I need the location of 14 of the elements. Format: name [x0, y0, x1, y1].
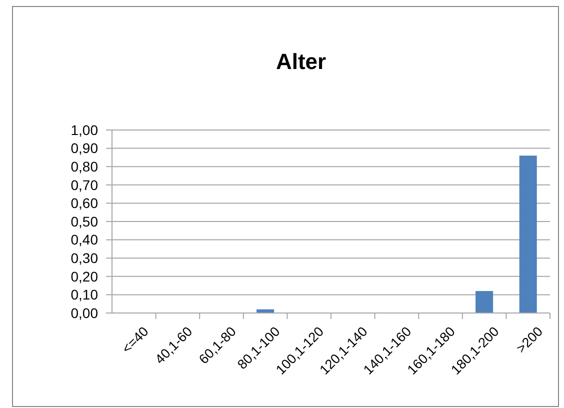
y-tick-label: 0,10	[70, 286, 98, 303]
y-tick-label: 1,00	[70, 122, 98, 138]
y-tick-label: 0,40	[70, 232, 98, 248]
y-tick-label: 0,00	[70, 304, 98, 321]
y-tick-label: 0,50	[70, 213, 98, 230]
y-tick-label: 0,80	[70, 158, 98, 174]
chart-title: Alter	[276, 49, 326, 74]
bar	[519, 156, 537, 313]
y-tick-label: 0,70	[70, 176, 98, 193]
y-tick-label: 0,30	[70, 250, 98, 266]
y-tick-label: 0,20	[70, 268, 98, 284]
y-tick-label: 0,60	[70, 195, 98, 212]
y-tick-label: 0,90	[70, 140, 98, 156]
bar	[476, 291, 494, 313]
